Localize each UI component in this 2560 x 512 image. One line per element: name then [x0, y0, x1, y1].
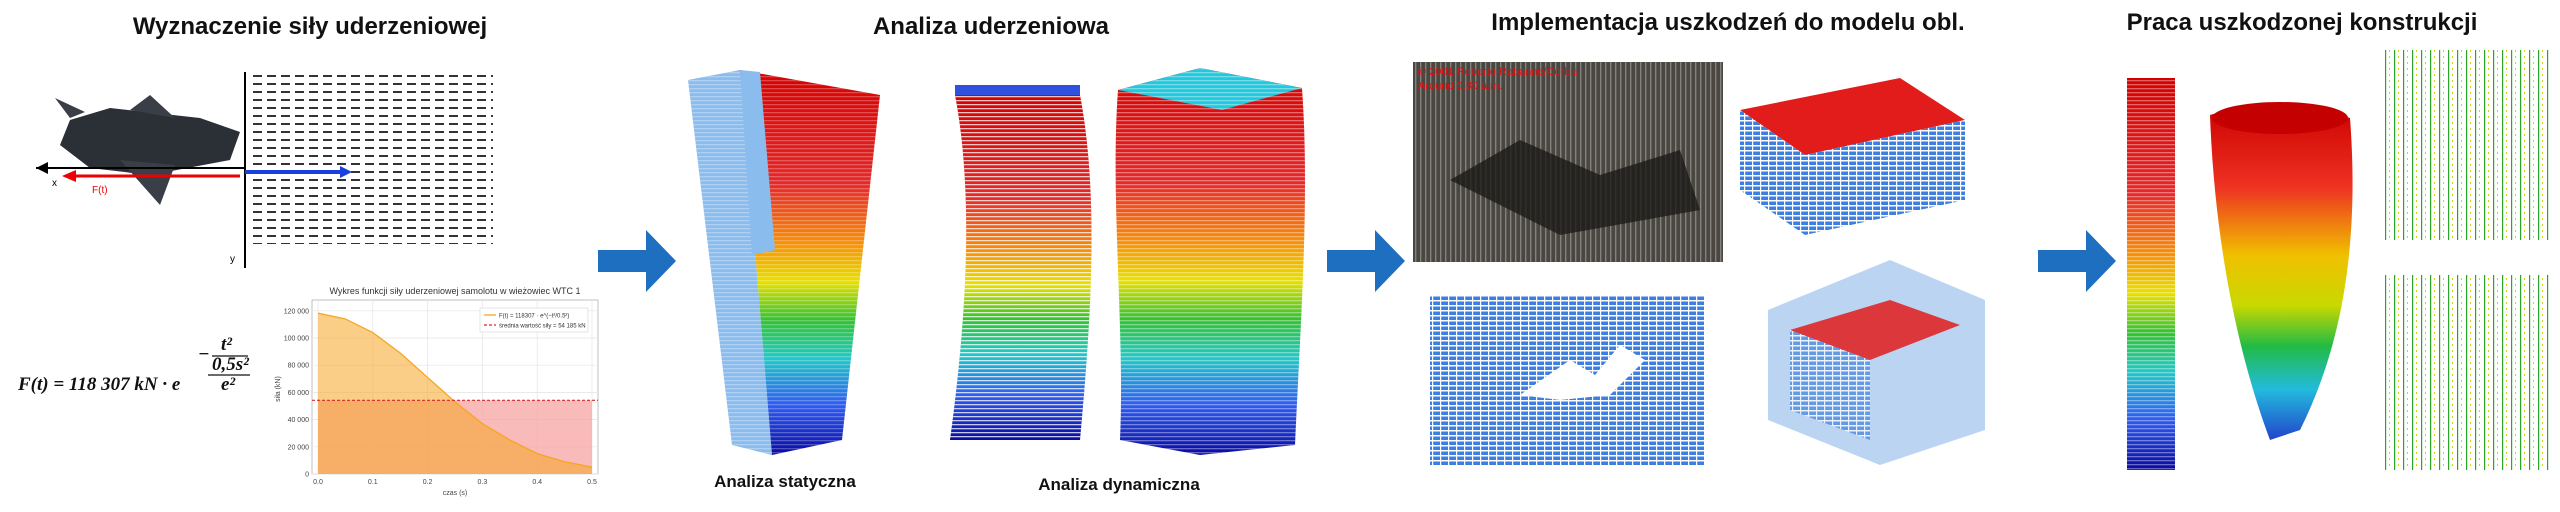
caption: Analiza statyczna — [714, 472, 856, 491]
floor-model — [1430, 78, 1985, 465]
photo: © 2001 Roberto Rabanne/Corbis Around 9:3… — [1413, 62, 1723, 262]
damaged-structure — [2127, 50, 2550, 470]
column-wireframe — [2385, 275, 2550, 470]
floor-plan-damage — [1520, 345, 1645, 400]
area-fill — [318, 313, 592, 474]
arrow-head — [340, 166, 352, 178]
axis-label: y — [230, 254, 235, 265]
flow-arrow — [1327, 230, 1405, 292]
section-title: Analiza uderzeniowa — [873, 13, 1110, 40]
x-axis-label: czas (s) — [443, 490, 468, 497]
formula: F(t) = 118 307 kN · e − t² 0,5s² e² — [17, 334, 250, 395]
y-axis-label: siła (kN) — [275, 376, 282, 402]
photo-credit: Around 9:30 a.m. — [1418, 80, 1502, 92]
y-tick-label: 0 — [305, 472, 309, 479]
tower-floors — [740, 70, 880, 455]
y-tick-label: 60 000 — [288, 390, 310, 397]
column-floors — [2127, 78, 2175, 470]
formula-exp-den: 0,5s² — [212, 354, 250, 375]
box-slab — [1790, 300, 1960, 360]
x-tick-label: 0.5 — [587, 479, 597, 486]
tower-floors — [688, 70, 772, 455]
arrow-head — [62, 170, 76, 182]
core-model — [2210, 104, 2353, 440]
legend-label: F(t) = 118307 · e^(−t²/0.5²) — [499, 314, 569, 320]
force-label: F(t) — [92, 185, 108, 196]
y-tick-label: 40 000 — [288, 417, 310, 424]
line — [317, 312, 593, 468]
axis-label: x — [52, 178, 57, 189]
core-top — [2212, 102, 2348, 134]
tower-face — [740, 70, 775, 255]
formula-exp-sign: − — [198, 344, 210, 365]
legend-label: średnia wartość siły = 54 185 kN — [499, 324, 586, 330]
box-columns — [1790, 330, 1870, 440]
y-tick-label: 120 000 — [284, 308, 309, 315]
floor-slab — [1740, 78, 1965, 155]
force-chart: Wykres funkcji siły uderzeniowej samolot… — [275, 286, 599, 497]
hat-truss — [955, 85, 1080, 95]
photo-credit: © 2001 Roberto Rabanne/Corbis — [1418, 66, 1579, 78]
load-table — [248, 72, 493, 244]
x-tick-label: 0.1 — [368, 479, 378, 486]
chart-title: Wykres funkcji siły uderzeniowej samolot… — [330, 286, 581, 296]
formula-exp-num: t² — [221, 334, 233, 355]
x-tick-label: 0.0 — [313, 479, 323, 486]
floor-columns — [1805, 120, 1965, 235]
y-tick-label: 20 000 — [288, 444, 310, 451]
airplane — [60, 108, 240, 175]
flow-arrow — [2038, 230, 2116, 292]
dynamic-model — [950, 68, 1305, 455]
wireframe-floors — [950, 95, 1092, 440]
x-tick-label: 0.4 — [532, 479, 542, 486]
section-title: Wyznaczenie siły uderzeniowej — [133, 13, 487, 40]
legend-box — [479, 307, 589, 333]
static-model — [688, 70, 880, 455]
column-wireframe — [2385, 50, 2550, 240]
arrow-head — [36, 162, 48, 174]
floor-columns — [1740, 110, 1805, 235]
x-tick-label: 0.3 — [478, 479, 488, 486]
x-tick-label: 0.2 — [423, 479, 433, 486]
y-tick-label: 80 000 — [288, 363, 310, 370]
caption: Analiza dynamiczna — [1038, 475, 1200, 494]
flow-arrow — [598, 230, 676, 292]
y-tick-label: 100 000 — [284, 336, 309, 343]
section-title: Praca uszkodzonej konstrukcji — [2127, 9, 2478, 36]
formula-lhs: F(t) = 118 307 kN · e — [17, 374, 181, 395]
photo-damage — [1450, 140, 1700, 235]
impact-diagram: F(t) x y — [36, 72, 493, 268]
section-title: Implementacja uszkodzeń do modelu obl. — [1491, 9, 1964, 36]
formula-exp-base: e² — [221, 374, 236, 395]
tower-floors — [1115, 68, 1305, 455]
